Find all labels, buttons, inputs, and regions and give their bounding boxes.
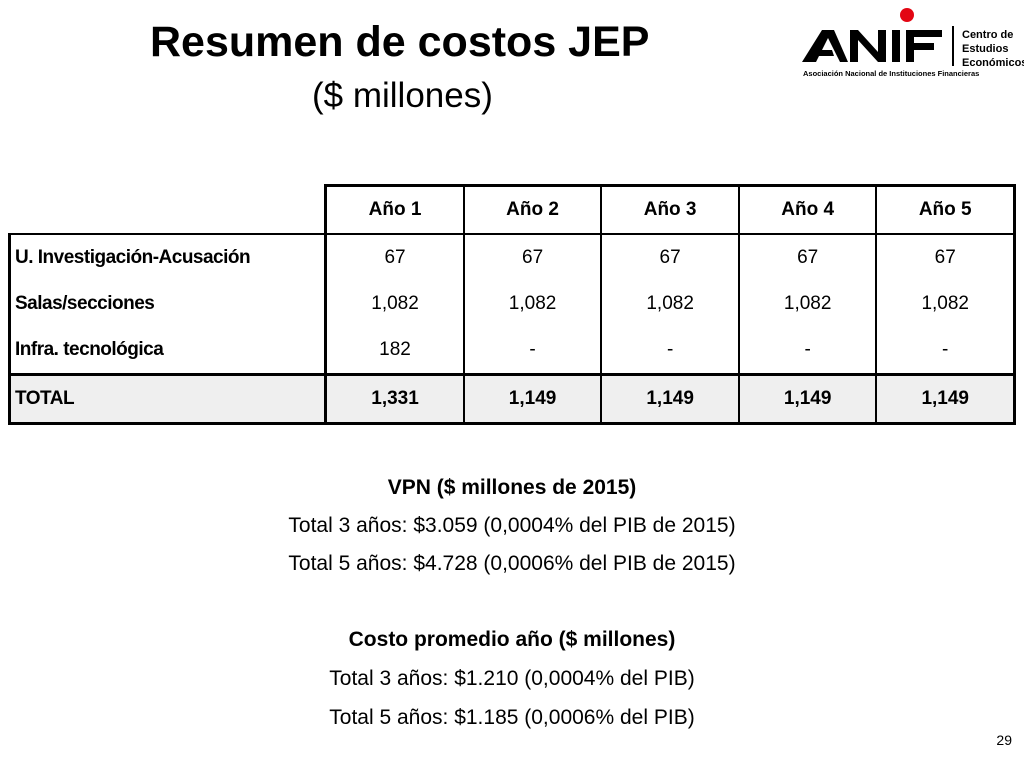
table-cell: 1,082 [600, 281, 739, 327]
logo-line-2: Estudios [962, 43, 1009, 55]
table-cell: 67 [600, 233, 739, 281]
total-cell: 1,149 [875, 373, 1017, 425]
page-number: 29 [996, 732, 1012, 748]
table-total-row: TOTAL 1,331 1,149 1,149 1,149 1,149 [7, 373, 1017, 425]
table-cell: 67 [737, 233, 877, 281]
table-cell: - [875, 327, 1017, 375]
total-cell: 1,149 [737, 373, 877, 425]
header-year-3: Año 3 [600, 184, 739, 235]
table-header-row: Año 1 Año 2 Año 3 Año 4 Año 5 [10, 184, 1017, 235]
logo-line-3: Económicos [962, 57, 1024, 69]
vpn-total-3: Total 3 años: $3.059 (0,0004% del PIB de… [288, 514, 736, 537]
table-cell: 1,082 [462, 281, 602, 327]
table-cell: - [600, 327, 739, 375]
avg-total-5: Total 5 años: $1.185 (0,0006% del PIB) [329, 706, 695, 729]
anif-logo [802, 8, 954, 66]
table-cell: 1,082 [737, 281, 877, 327]
table-cell: - [737, 327, 877, 375]
table-row: Infra. tecnológica 182 - - - - [7, 327, 1017, 375]
header-year-5: Año 5 [875, 184, 1017, 235]
table-cell: 67 [875, 233, 1017, 281]
table-cell: 1,082 [875, 281, 1017, 327]
total-cell: 1,149 [600, 373, 739, 425]
total-cell: 1,149 [462, 373, 602, 425]
row-label: Infra. tecnológica [7, 327, 326, 375]
header-year-1: Año 1 [324, 184, 464, 235]
avg-total-3: Total 3 años: $1.210 (0,0004% del PIB) [329, 667, 695, 690]
table-cell: 67 [324, 233, 464, 281]
cost-table: Año 1 Año 2 Año 3 Año 4 Año 5 U. Investi… [7, 184, 1017, 425]
row-label: U. Investigación-Acusación [7, 233, 326, 281]
table-row: Salas/secciones 1,082 1,082 1,082 1,082 … [7, 281, 1017, 327]
total-label: TOTAL [7, 373, 326, 425]
table-cell: 1,082 [324, 281, 464, 327]
table-cell: - [462, 327, 602, 375]
slide-subtitle: ($ millones) [312, 76, 493, 115]
header-year-2: Año 2 [462, 184, 602, 235]
table-row: U. Investigación-Acusación 67 67 67 67 6… [7, 233, 1017, 281]
table-cell: 67 [462, 233, 602, 281]
total-cell: 1,331 [324, 373, 464, 425]
logo-line-1: Centro de [962, 29, 1014, 41]
header-year-4: Año 4 [737, 184, 877, 235]
vpn-heading: VPN ($ millones de 2015) [387, 476, 637, 499]
table-cell: 182 [324, 327, 464, 375]
slide-title: Resumen de costos JEP [150, 18, 650, 66]
logo-caption: Centro de Estudios Económicos [962, 28, 1024, 70]
vpn-total-5: Total 5 años: $4.728 (0,0006% del PIB de… [288, 552, 736, 575]
header-empty-cell [10, 186, 326, 235]
row-label: Salas/secciones [7, 281, 326, 327]
avg-cost-heading: Costo promedio año ($ millones) [348, 628, 676, 651]
logo-tagline: Asociación Nacional de Instituciones Fin… [803, 69, 980, 78]
